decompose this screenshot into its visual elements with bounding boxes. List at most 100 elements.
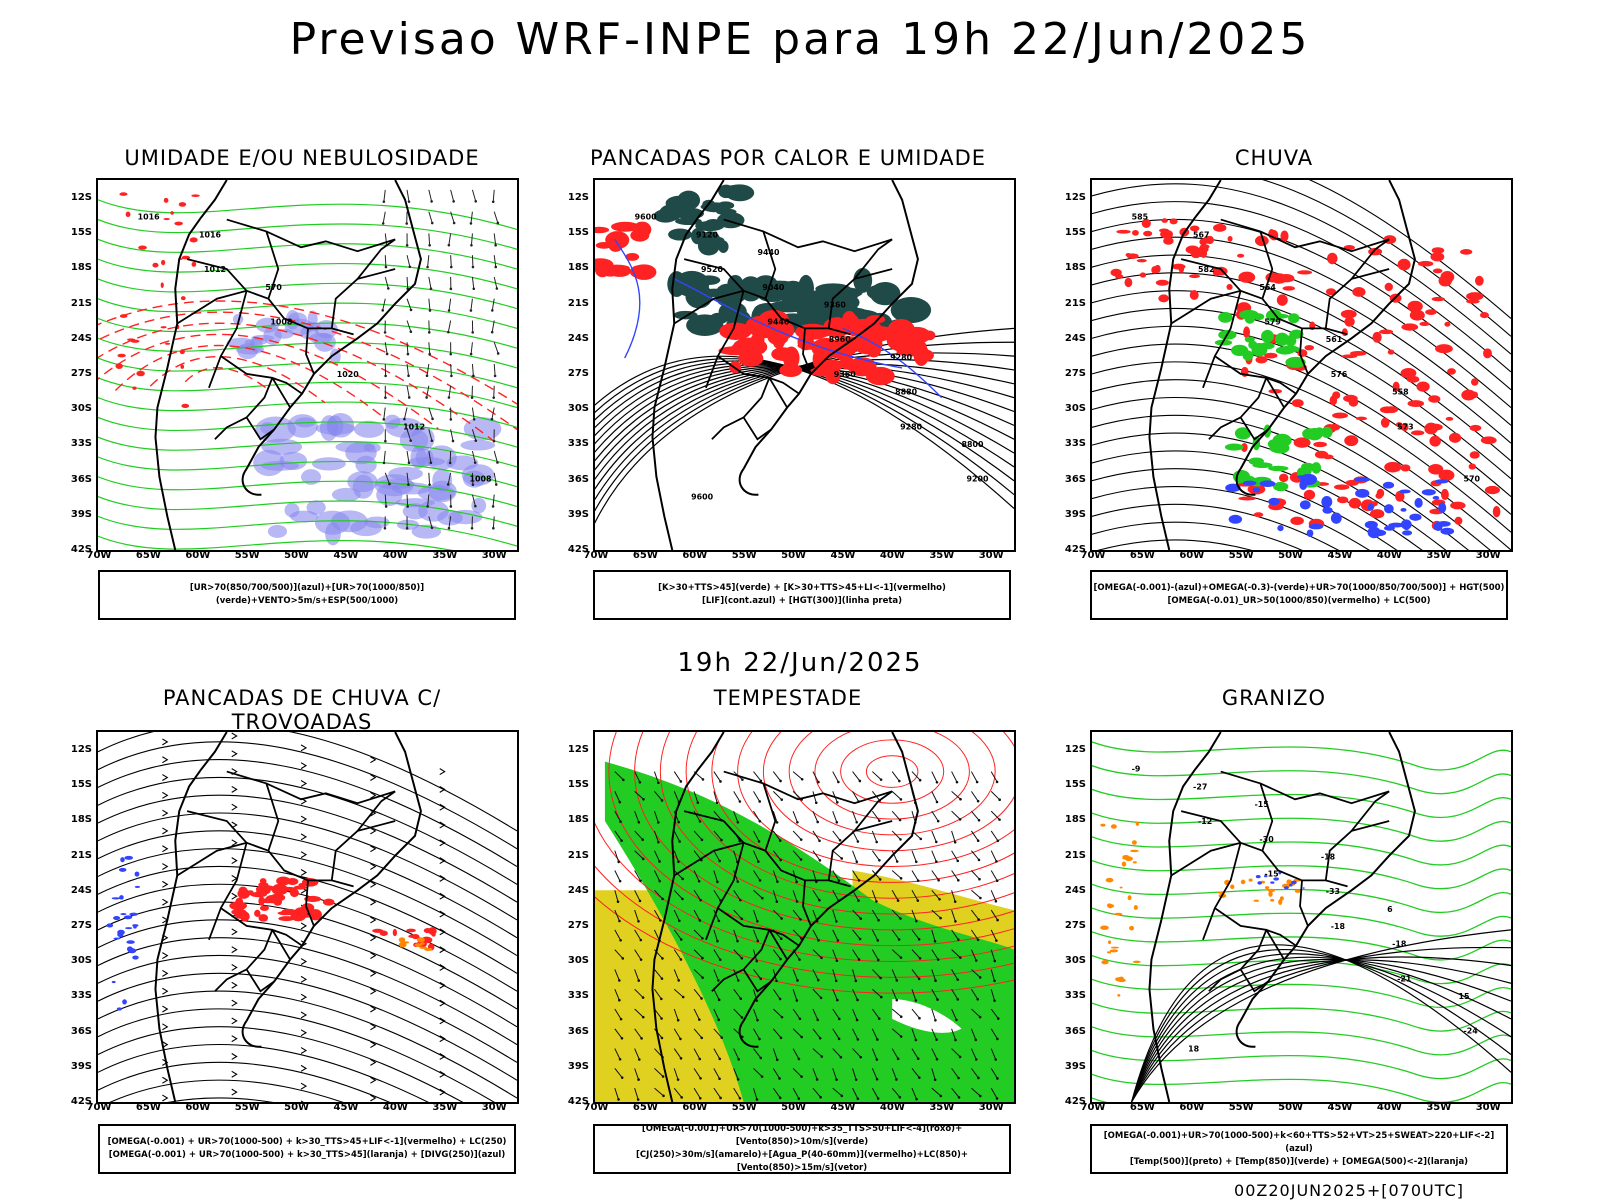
svg-text:570: 570 [265,283,282,292]
lon-tick-label: 35W [1426,550,1452,561]
lon-tick-label: 60W [185,1102,211,1113]
lon-tick-label: 35W [432,1102,458,1113]
lon-tick-label: 70W [1080,550,1106,561]
lon-tick-label: 65W [135,550,161,561]
legend-line: [K>30+TTS>45](verde) + [K>30+TTS>45+LI<-… [658,583,946,593]
legend-trovoadas: [OMEGA(-0.001) + UR>70(1000-500) + k>30_… [98,1124,516,1174]
lon-tick-label: 35W [929,1102,955,1113]
map-trovoadas [96,730,519,1104]
lat-tick-label: 21S [70,849,92,861]
lat-tick-label: 33S [70,990,92,1002]
lat-tick-label: 39S [567,1060,589,1072]
svg-text:9440: 9440 [767,317,790,326]
legend-line: [OMEGA(-0.001) + UR>70(1000-500) + k>30_… [107,1137,507,1147]
lon-tick-label: 60W [682,1102,708,1113]
lat-tick-label: 18S [70,262,92,274]
lat-tick-label: 15S [70,227,92,239]
lon-tick-label: 45W [1327,550,1353,561]
svg-text:9360: 9360 [824,301,847,310]
svg-text:558: 558 [1392,388,1409,397]
svg-text:582: 582 [1198,265,1215,274]
lon-tick-label: 70W [1080,1102,1106,1113]
lon-tick-label: 50W [284,1102,310,1113]
lat-tick-label: 12S [1064,744,1086,755]
lon-tick-label: 35W [1426,1102,1452,1113]
lon-tick-label: 30W [481,1102,507,1113]
lat-tick-label: 36S [567,473,589,485]
lat-tick-label: 33S [1064,438,1086,450]
svg-text:6: 6 [1387,905,1393,914]
legend-chuva: [OMEGA(-0.001)-(azul)+OMEGA(-0.3)-(verde… [1090,570,1508,620]
panel-1-title: UMIDADE E/OU NEBULOSIDADE [124,146,480,170]
svg-text:1020: 1020 [337,370,360,379]
svg-text:8880: 8880 [895,388,918,397]
map-granizo: -9 -12 -15 -18 -21 -24 -27 -30 -33 -18 15 18 -15 -18 6 [1090,730,1513,1104]
lon-tick-label: 30W [978,550,1004,561]
lon-tick-label: 45W [830,550,856,561]
lat-tick-label: 24S [70,884,92,896]
svg-text:1016: 1016 [199,230,222,239]
legend-line: [OMEGA(-0.001)+UR>70(1000-500)+k>35_TTS>… [641,1124,963,1147]
map-tempestade [593,730,1016,1104]
legend-line: [OMEGA(-0.01)_UR>50(1000/850)(vermelho) … [1167,596,1431,606]
lat-tick-label: 30S [1064,955,1086,967]
lon-tick-label: 50W [1278,550,1304,561]
lon-tick-label: 40W [382,1102,408,1113]
lat-tick-label: 30S [70,403,92,415]
svg-text:-33: -33 [1326,887,1340,896]
lon-tick-label: 65W [632,550,658,561]
svg-text:-30: -30 [1259,835,1274,844]
svg-text:-21: -21 [1397,974,1411,983]
lon-tick-label: 55W [731,1102,757,1113]
lat-tick-label: 21S [1064,849,1086,861]
lon-tick-label: 30W [978,1102,1004,1113]
lat-tick-label: 24S [567,332,589,344]
svg-text:8800: 8800 [962,440,985,449]
lat-tick-label: 36S [1064,473,1086,485]
lat-tick-label: 27S [1064,368,1086,379]
lat-tick-label: 36S [1064,1025,1086,1037]
legend-line: [CJ(250)>30m/s](amarelo)+[Agua_P(40-60mm… [635,1150,969,1173]
svg-text:9280: 9280 [890,353,913,362]
lat-tick-label: 24S [70,332,92,344]
map-pancadas-calor: 9600 9520 9440 9360 9280 9200 9120 9040 8960 8880… [593,178,1016,552]
lon-tick-label: 45W [333,1102,359,1113]
svg-text:9200: 9200 [966,475,989,484]
svg-text:567: 567 [1193,230,1210,239]
svg-text:9440: 9440 [757,248,780,257]
panel-4-title: PANCADAS DE CHUVA C/ TROVOADAS [162,686,442,734]
svg-text:15: 15 [1459,992,1470,1001]
lat-tick-label: 42S [70,1096,92,1107]
svg-text:579: 579 [1264,317,1281,326]
lon-tick-label: 50W [1278,1102,1304,1113]
legend-granizo: [OMEGA(-0.001)+UR>70(1000-500)+k<60+TTS>… [1090,1124,1508,1174]
svg-text:561: 561 [1326,335,1343,344]
lat-tick-label: 33S [567,990,589,1002]
lat-tick-label: 42S [567,1096,589,1107]
svg-text:-18: -18 [1392,940,1407,949]
lat-tick-label: 30S [1064,403,1086,415]
lat-tick-label: 18S [567,814,589,826]
lat-tick-label: 18S [1064,262,1086,274]
svg-text:570: 570 [1463,475,1480,484]
lon-tick-label: 55W [731,550,757,561]
svg-text:564: 564 [1259,283,1276,292]
lon-tick-label: 35W [432,550,458,561]
lon-tick-label: 40W [382,550,408,561]
lat-tick-label: 24S [567,884,589,896]
lon-tick-label: 40W [1376,1102,1402,1113]
svg-text:9600: 9600 [691,493,714,502]
svg-text:1012: 1012 [403,422,425,431]
lon-tick-label: 30W [1475,1102,1501,1113]
lat-tick-label: 36S [70,1025,92,1037]
lon-tick-label: 65W [135,1102,161,1113]
lat-tick-label: 42S [1064,1096,1086,1107]
legend-line: [OMEGA(-0.001)-(azul)+OMEGA(-0.3)-(verde… [1093,583,1505,593]
mid-date-label: 19h 22/Jun/2025 [677,648,923,678]
svg-text:-9: -9 [1132,765,1141,774]
lon-tick-label: 55W [234,550,260,561]
lon-tick-label: 50W [781,1102,807,1113]
lon-tick-label: 60W [682,550,708,561]
lat-tick-label: 12S [1064,192,1086,203]
map-umidade: 1016 1012 1008 1020 1012 1008 1016 570 [96,178,519,552]
